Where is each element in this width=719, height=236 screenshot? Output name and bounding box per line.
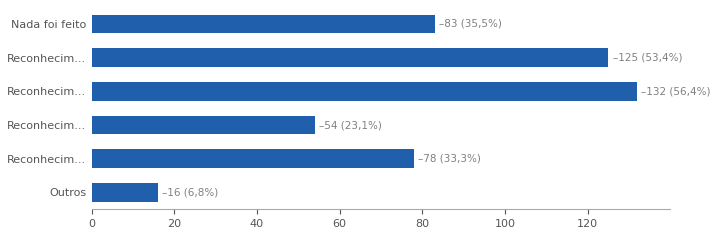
Bar — [91, 82, 637, 101]
Text: –125 (53,4%): –125 (53,4%) — [613, 53, 682, 63]
Text: –54 (23,1%): –54 (23,1%) — [319, 120, 382, 130]
Bar — [91, 15, 435, 33]
Bar — [91, 116, 315, 134]
Text: –16 (6,8%): –16 (6,8%) — [162, 187, 218, 198]
Text: –83 (35,5%): –83 (35,5%) — [439, 19, 502, 29]
Bar — [91, 149, 414, 168]
Bar — [91, 183, 157, 202]
Bar — [91, 48, 608, 67]
Text: –132 (56,4%): –132 (56,4%) — [641, 86, 711, 96]
Text: –78 (33,3%): –78 (33,3%) — [418, 154, 481, 164]
